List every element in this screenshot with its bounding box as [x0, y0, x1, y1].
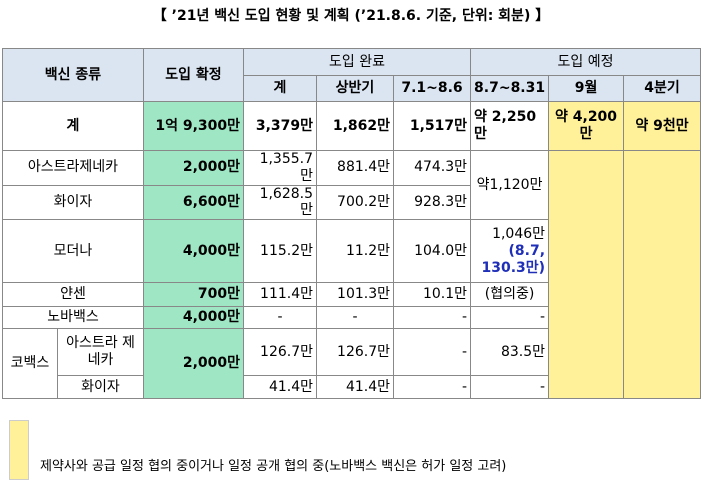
legend-swatch — [9, 420, 29, 480]
header-cell: 도입 예정 — [470, 48, 702, 76]
cell-text: 1,046만 — [492, 225, 546, 242]
cell: 1,628.5만 — [243, 184, 317, 221]
header-cell: 도입 확정 — [143, 48, 244, 102]
header-cell: 9월 — [548, 75, 625, 102]
cell: 474.3만 — [392, 150, 472, 186]
cell: 700만 — [143, 282, 244, 308]
header-cell: 7.1~8.6 — [392, 75, 472, 102]
cell: - — [470, 306, 550, 330]
cell: 700.2만 — [316, 184, 394, 221]
cell: 126.7만 — [243, 328, 317, 377]
pending-cell — [548, 149, 625, 400]
header-cell: 백신 종류 — [2, 48, 144, 102]
legend-text: 제약사와 공급 일정 협의 중이거나 일정 공개 협의 중(노바백스 백신은 허… — [40, 459, 507, 474]
row: 코백스 아스트라 제네카 2,000만 126.7만 126.7만 - 83.5… — [2, 328, 701, 400]
row-label: 화이자 — [57, 375, 144, 400]
cell: 3,379만 — [243, 101, 317, 151]
cell: 약 2,250만 — [470, 101, 550, 151]
cell: 1억 9,300만 — [143, 101, 244, 151]
header-cell: 상반기 — [316, 75, 394, 102]
cell: - — [470, 375, 550, 400]
cell: 111.4만 — [243, 282, 317, 308]
header-cell: 도입 완료 — [242, 48, 472, 76]
row-label: 아스트라제네카 — [2, 150, 144, 186]
cell: 881.4만 — [316, 150, 394, 186]
header-cell: 8.7~8.31 — [470, 75, 550, 102]
cell: 4,000만 — [143, 219, 244, 284]
cell: 126.7만 — [316, 328, 394, 377]
group-label: 코백스 — [2, 328, 58, 400]
total-row: 계 1억 9,300만 3,379만 1,862만 1,517만 약 2,250… — [2, 101, 702, 151]
row-label: 모더나 — [2, 219, 144, 284]
cell: 2,000만 — [143, 328, 244, 400]
header-cell: 4분기 — [623, 75, 702, 102]
row-label: 얀센 — [2, 282, 144, 308]
cell: - — [392, 328, 472, 377]
header-row: 계 상반기 7.1~8.6 8.7~8.31 9월 4분기 — [3, 75, 702, 102]
cell: - — [392, 375, 472, 400]
cell: - — [392, 306, 472, 330]
cell: 104.0만 — [392, 219, 472, 284]
cell: 928.3만 — [392, 184, 472, 221]
pending-cell — [623, 149, 702, 400]
cell: 약 4,200만 — [548, 101, 625, 151]
cell-note: (8.7, 130.3만) — [481, 242, 546, 276]
cell: 10.1만 — [392, 282, 472, 308]
row-label: 화이자 — [2, 184, 144, 221]
cell: 41.4만 — [243, 375, 317, 400]
cell: (협의중) — [470, 282, 550, 308]
row-label: 노바백스 — [2, 306, 144, 330]
header-cell: 계 — [243, 75, 317, 102]
header-row: 백신 종류 도입 확정 도입 완료 도입 예정 — [2, 48, 702, 102]
cell: 115.2만 — [243, 219, 317, 284]
cell: 83.5만 — [470, 328, 550, 377]
row: 모더나 4,000만 115.2만 11.2만 104.0만 1,046만 (8.… — [2, 219, 701, 284]
cell: 1,355.7만 — [243, 150, 317, 186]
row: 화이자 41.4만 41.4만 - - — [3, 375, 701, 400]
cell: 1,517만 — [392, 101, 472, 151]
cell: 약 9천만 — [623, 101, 702, 151]
cell: 1,046만 (8.7, 130.3만) — [470, 219, 550, 284]
cell: 11.2만 — [316, 219, 394, 284]
row-label: 아스트라 제네카 — [57, 328, 144, 377]
title: 【 ’21년 백신 도입 현황 및 계획 (’21.8.6. 기준, 단위: 회… — [152, 8, 550, 24]
vaccine-table: 백신 종류 도입 확정 도입 완료 도입 예정 계 상반기 7.1~8.6 8.… — [2, 48, 702, 400]
cell: 2,000만 — [143, 150, 244, 186]
cell: 약1,120만 — [470, 149, 550, 221]
cell: 101.3만 — [316, 282, 394, 308]
row-label: 계 — [2, 101, 144, 151]
cell: - — [316, 306, 394, 330]
row: 아스트라제네카 2,000만 1,355.7만 881.4만 474.3만 약1… — [2, 149, 702, 400]
cell: 41.4만 — [316, 375, 394, 400]
cell: 6,600만 — [143, 184, 244, 221]
cell: - — [243, 306, 317, 330]
cell: 4,000만 — [143, 306, 244, 330]
cell: 1,862만 — [316, 101, 394, 151]
